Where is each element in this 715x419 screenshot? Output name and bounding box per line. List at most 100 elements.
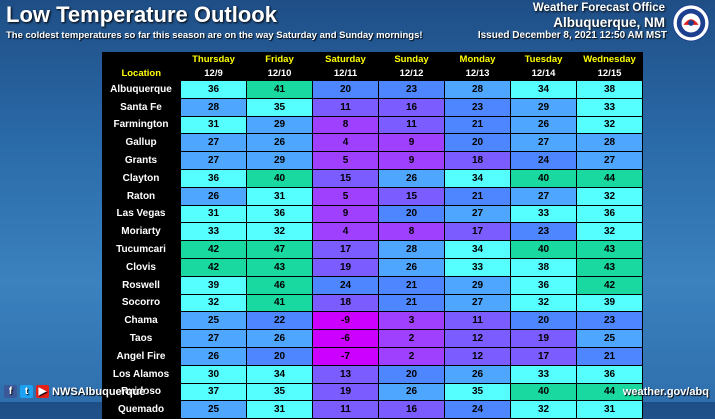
temperature-cell: 29: [444, 275, 511, 295]
temperature-cell: 15: [312, 168, 379, 188]
day-header: Monday: [444, 52, 511, 66]
temperature-cell: 34: [246, 364, 313, 384]
temperature-cell: 21: [444, 115, 511, 135]
temperature-cell: 25: [180, 311, 247, 331]
table-row: Santa Fe 28 35 11 16 23 29 33: [102, 97, 643, 117]
date-header: 12/9: [180, 66, 247, 81]
day-header: Sunday: [378, 52, 445, 66]
temperature-cell: 27: [180, 151, 247, 170]
temperature-cell: 28: [576, 133, 643, 153]
temperature-cell: 36: [246, 204, 313, 224]
table-row: Roswell 39 46 24 21 29 36 42: [102, 275, 643, 295]
temperature-cell: 34: [510, 80, 577, 99]
table-row: Chama 25 22 -9 3 11 20 23: [102, 311, 643, 331]
social-handle[interactable]: NWSAlbuquerque: [52, 385, 146, 398]
temperature-cell: 31: [180, 204, 247, 224]
temperature-cell: 20: [510, 311, 577, 331]
facebook-icon[interactable]: f: [4, 385, 17, 398]
temperature-cell: -6: [312, 329, 379, 348]
temperature-cell: 3: [378, 311, 445, 331]
location-name: Santa Fe: [102, 98, 181, 117]
temperature-cell: 19: [510, 329, 577, 348]
social-links: f t ▶ NWSAlbuquerque: [4, 385, 146, 398]
table-row: Angel Fire 26 20 -7 2 12 17 21: [102, 346, 643, 366]
location-name: Moriarty: [102, 222, 181, 241]
page-title: Low Temperature Outlook: [6, 2, 277, 27]
temperature-cell: 26: [510, 115, 577, 135]
temperature-cell: 38: [510, 257, 577, 277]
location-header-blank: [102, 52, 181, 66]
location-name: Roswell: [102, 276, 181, 295]
temperature-cell: 4: [312, 133, 379, 153]
temperature-cell: 38: [576, 80, 643, 99]
location-name: Tucumcari: [102, 240, 181, 259]
location-name: Las Vegas: [102, 205, 181, 223]
temperature-cell: 16: [378, 400, 445, 419]
table-row: Taos 27 26 -6 2 12 19 25: [102, 329, 643, 348]
location-name: Taos: [102, 329, 181, 348]
table-row: Gallup 27 26 4 9 20 27 28: [102, 133, 643, 153]
day-header: Friday: [246, 52, 313, 66]
twitter-icon[interactable]: t: [20, 385, 33, 398]
location-name: Socorro: [102, 294, 181, 312]
date-header: 12/13: [444, 66, 511, 81]
location-name: Los Alamos: [102, 365, 181, 384]
day-header: Tuesday: [510, 52, 577, 66]
temperature-cell: 36: [180, 168, 247, 188]
temperature-cell: 46: [246, 275, 313, 295]
location-name: Clovis: [102, 258, 181, 277]
temperature-cell: 29: [246, 151, 313, 170]
day-header: Thursday: [180, 52, 247, 66]
temperature-cell: 36: [510, 275, 577, 295]
temperature-cell: 28: [444, 80, 511, 99]
temperature-cell: 12: [444, 346, 511, 366]
temperature-cell: 21: [576, 346, 643, 366]
temperature-cell: -9: [312, 311, 379, 331]
temperature-cell: 22: [246, 311, 313, 331]
temperature-cell: 21: [378, 293, 445, 313]
temperature-cell: 9: [312, 204, 379, 224]
temperature-cell: 44: [576, 168, 643, 188]
location-name: Grants: [102, 151, 181, 170]
location-header: Location: [102, 66, 181, 81]
temperature-cell: 23: [378, 80, 445, 99]
temperature-cell: 36: [576, 364, 643, 384]
temperature-cell: 26: [378, 168, 445, 188]
temperature-cell: 33: [576, 97, 643, 117]
temperature-cell: 5: [312, 151, 379, 170]
temperature-cell: 12: [444, 329, 511, 348]
website-link[interactable]: weather.gov/abq: [622, 386, 709, 398]
temperature-cell: 26: [180, 186, 247, 206]
temperature-cell: 17: [510, 346, 577, 366]
table-row: Socorro 32 41 18 21 27 32 39: [102, 293, 643, 313]
temperature-cell: 30: [180, 364, 247, 384]
temperature-cell: 20: [246, 346, 313, 366]
date-header: 12/14: [510, 66, 577, 81]
temperature-cell: 21: [378, 275, 445, 295]
temperature-cell: 26: [180, 346, 247, 366]
temperature-cell: 20: [312, 80, 379, 99]
temperature-cell: 9: [378, 133, 445, 153]
temperature-cell: -7: [312, 346, 379, 366]
temperature-cell: 43: [246, 257, 313, 277]
table-row: Las Vegas 31 36 9 20 27 33 36: [102, 204, 643, 224]
temperature-cell: 35: [246, 382, 313, 402]
temperature-cell: 20: [378, 204, 445, 224]
date-header: 12/10: [246, 66, 313, 81]
temperature-cell: 40: [510, 168, 577, 188]
temperature-cell: 19: [312, 257, 379, 277]
temperature-cell: 8: [378, 222, 445, 242]
temperature-cell: 23: [576, 311, 643, 331]
issued-time: Issued December 8, 2021 12:50 AM MST: [477, 30, 667, 41]
table-row: Moriarty 33 32 4 8 17 23 32: [102, 222, 643, 242]
table-row: Quemado 25 31 11 16 24 32 31: [102, 400, 643, 419]
temperature-cell: 24: [510, 151, 577, 170]
youtube-icon[interactable]: ▶: [36, 385, 49, 398]
temperature-cell: 32: [510, 293, 577, 313]
date-header: 12/11: [312, 66, 379, 81]
temperature-cell: 31: [576, 400, 643, 419]
table-row: Los Alamos 30 34 13 20 26 33 36: [102, 364, 643, 384]
nws-logo-icon: [672, 4, 710, 42]
temperature-cell: 2: [378, 346, 445, 366]
temperature-cell: 31: [246, 400, 313, 419]
